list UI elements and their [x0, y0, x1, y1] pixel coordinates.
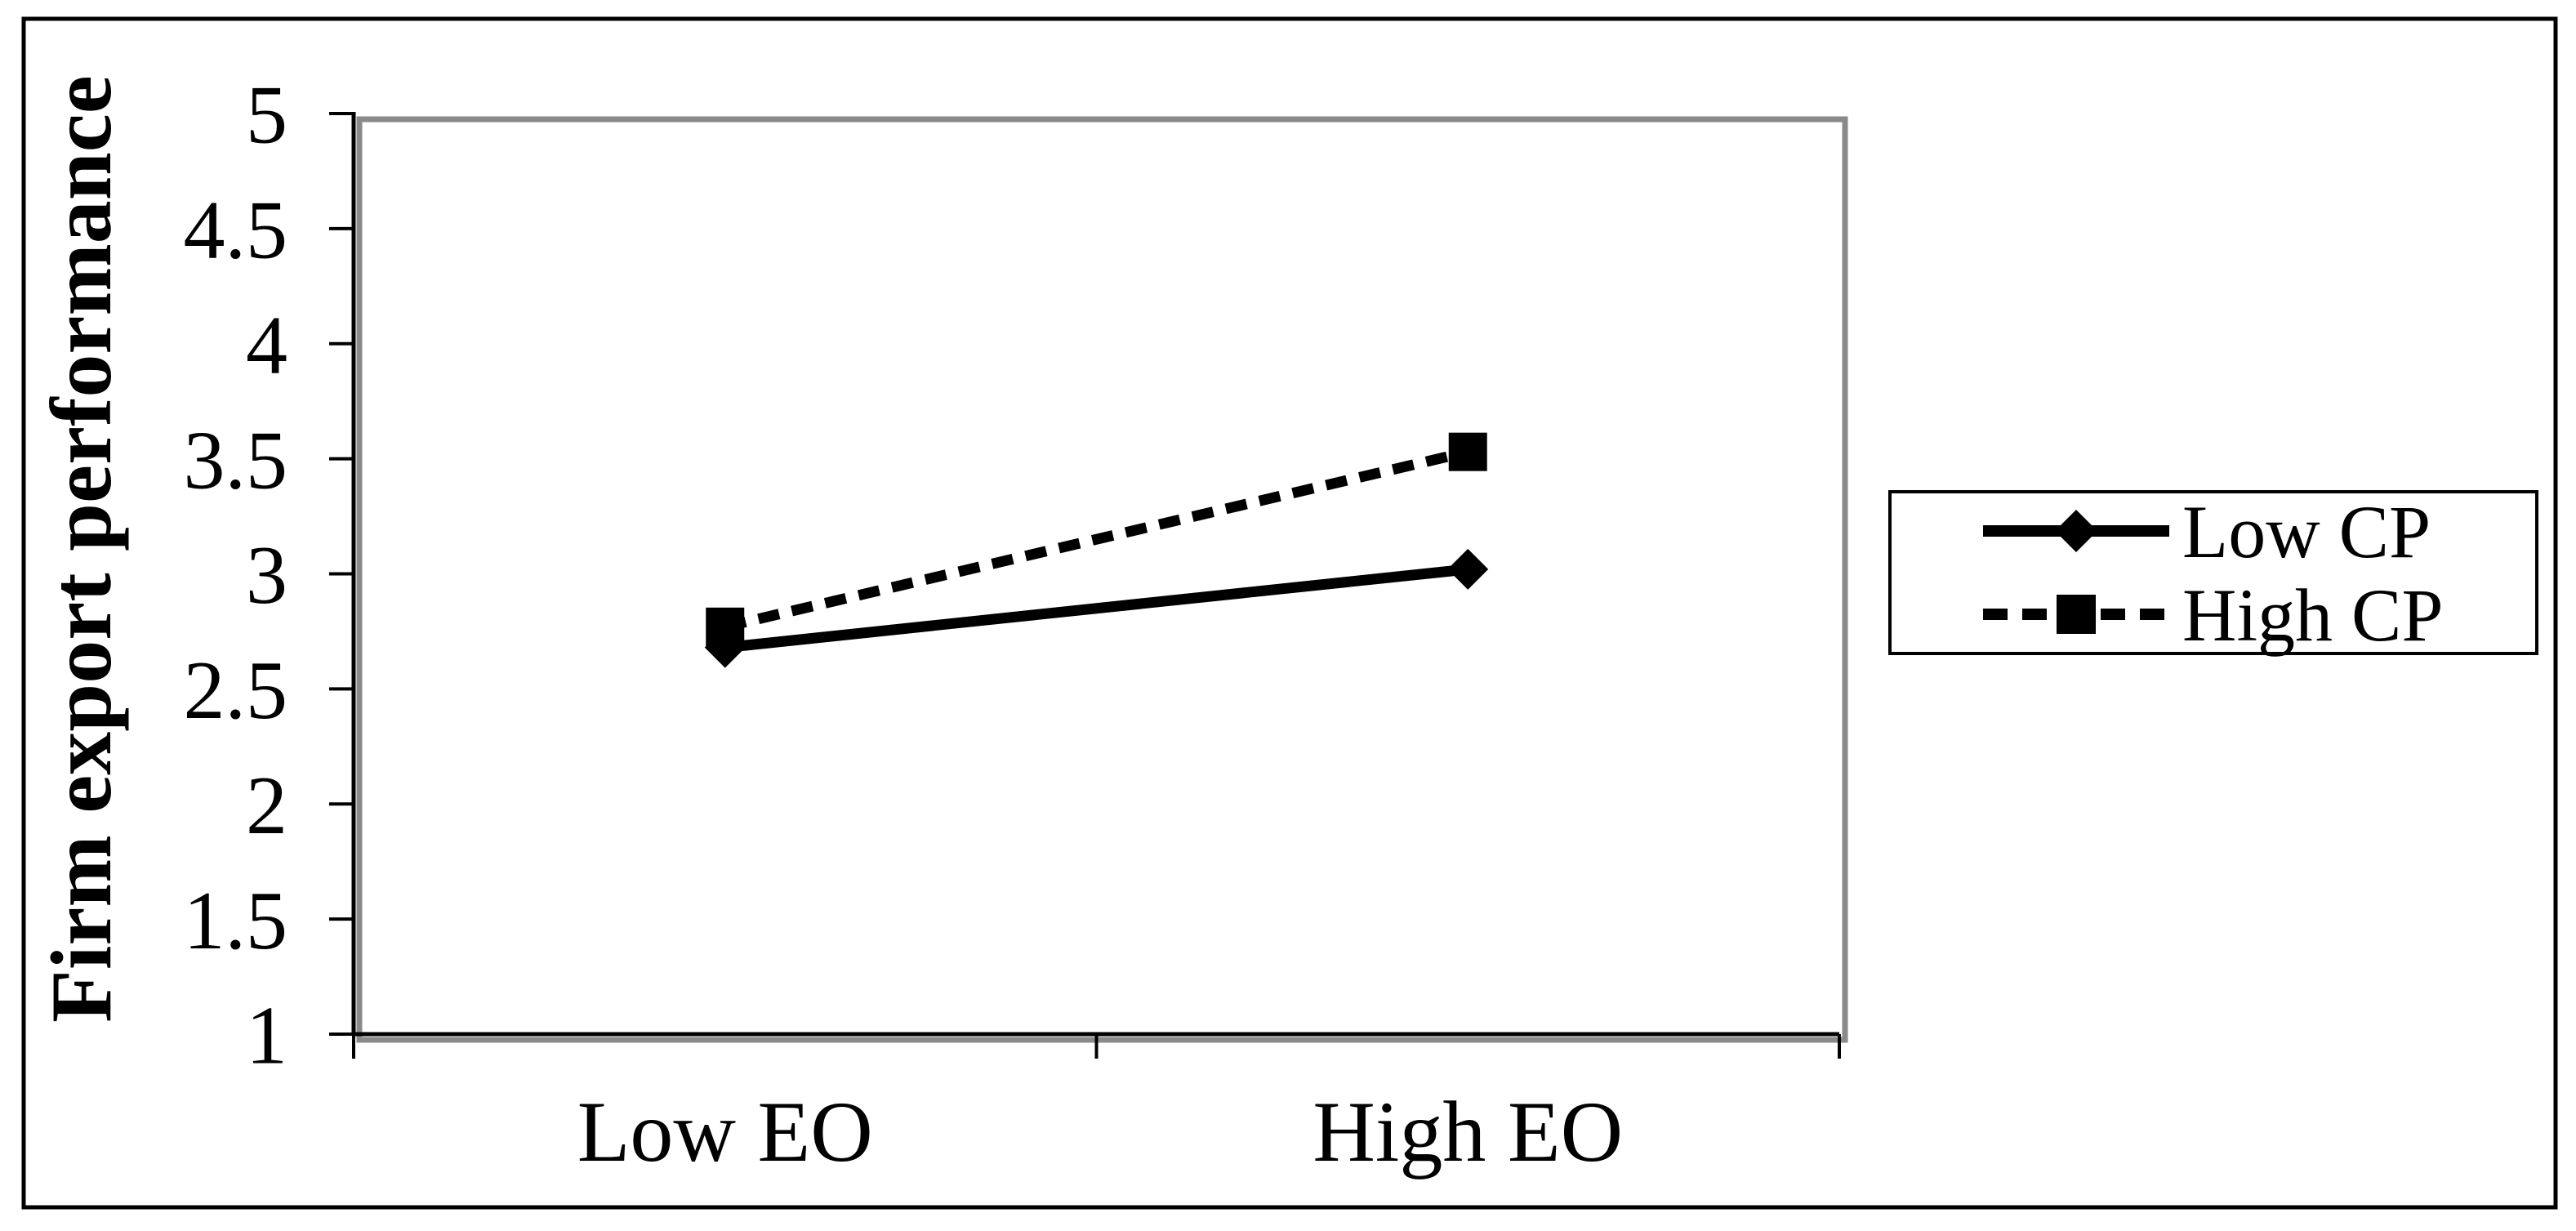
data-series — [704, 432, 1489, 668]
legend: Low CP High CP — [1888, 490, 2538, 657]
y-tick-label: 3 — [246, 529, 287, 622]
x-axis-ticks — [352, 1034, 1841, 1059]
series-line-high-cp — [724, 446, 1469, 632]
diamond-marker-icon — [1447, 548, 1489, 590]
y-tick-label: 1 — [246, 990, 287, 1082]
legend-label-high-cp: High CP — [2182, 573, 2444, 657]
y-axis-title: Firm export performance — [33, 75, 129, 1023]
y-tick-label: 4.5 — [184, 185, 288, 277]
y-tick-label: 2 — [246, 760, 287, 852]
y-axis-tick-labels: 5 4.5 4 3.5 3 2.5 2 1.5 1 — [184, 69, 288, 1082]
square-marker-icon — [706, 607, 745, 646]
legend-square-marker-icon — [2057, 595, 2096, 634]
x-category-label-low-eo: Low EO — [577, 1084, 873, 1180]
y-tick-label: 1.5 — [184, 875, 288, 967]
legend-label-low-cp: Low CP — [2182, 490, 2431, 573]
plot-area-border — [356, 116, 1848, 1043]
series-line-low-cp — [724, 564, 1468, 653]
y-tick-label: 4 — [246, 299, 287, 391]
y-tick-label: 5 — [246, 69, 287, 162]
y-tick-label: 3.5 — [184, 414, 288, 506]
y-axis-ticks — [329, 112, 354, 1036]
x-category-label-high-eo: High EO — [1313, 1084, 1623, 1180]
legend-box — [1888, 490, 2538, 655]
square-marker-icon — [1448, 432, 1487, 471]
legend-diamond-marker-icon — [2055, 510, 2097, 552]
y-tick-label: 2.5 — [184, 644, 288, 737]
